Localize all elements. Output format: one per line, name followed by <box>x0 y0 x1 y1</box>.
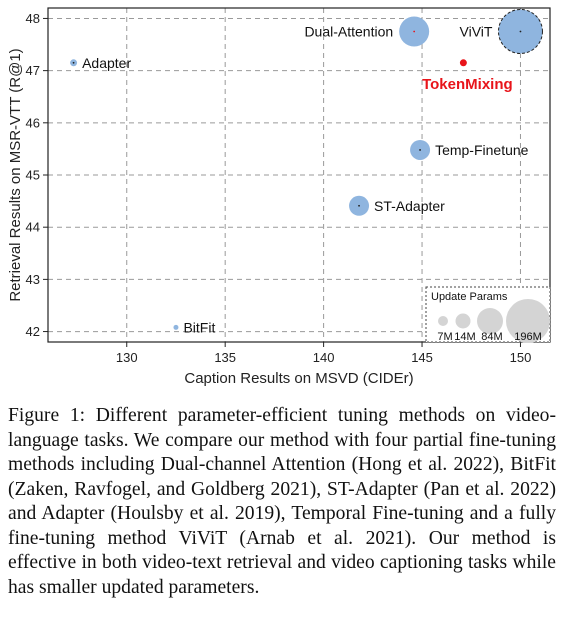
x-tick-label: 140 <box>313 350 335 365</box>
legend-marker <box>477 308 503 334</box>
y-tick-label: 44 <box>26 220 40 235</box>
y-tick-label: 42 <box>26 324 40 339</box>
y-tick-label: 43 <box>26 272 40 287</box>
point-center-dot <box>72 61 75 64</box>
y-tick-label: 48 <box>26 11 40 26</box>
point-label-adapter: Adapter <box>82 55 131 71</box>
point-label-temp-finetune: Temp-Finetune <box>435 142 529 158</box>
x-axis-title: Caption Results on MSVD (CIDEr) <box>184 370 413 387</box>
legend-label: 84M <box>481 331 502 343</box>
scatter-chart: 130 135 140 145 150 42 43 44 45 46 47 48 Caption Res… <box>7 7 551 387</box>
legend-label: 7M <box>437 331 452 343</box>
x-tick-label: 130 <box>116 350 138 365</box>
legend-marker <box>506 299 550 343</box>
y-tick-label: 45 <box>26 168 40 183</box>
legend-label: 196M <box>514 331 542 343</box>
legend-label: 14M <box>454 331 475 343</box>
x-tick-label: 135 <box>214 350 236 365</box>
point-center-dot <box>413 30 416 33</box>
point-tokenmixing <box>459 59 467 67</box>
point-label-st-adapter: ST-Adapter <box>374 198 445 214</box>
point-label-vivit: ViViT <box>460 23 493 39</box>
y-axis-title: Retrieval Results on MSR-VTT (R@1) <box>7 48 24 301</box>
point-center-dot <box>519 30 522 33</box>
legend-marker <box>438 316 448 326</box>
legend-title: Update Params <box>431 291 508 303</box>
point-bitfit <box>173 324 179 330</box>
figure-caption: Figure 1: Different parameter-efficient … <box>8 405 556 598</box>
point-center-dot <box>419 149 421 151</box>
point-label-tokenmixing: TokenMixing <box>422 76 513 93</box>
x-tick-label: 145 <box>411 350 433 365</box>
point-label-dual-attention: Dual-Attention <box>304 23 393 39</box>
point-label-bitfit: BitFit <box>183 319 215 335</box>
legend-marker <box>455 313 471 329</box>
y-tick-label: 46 <box>26 115 40 130</box>
x-tick-label: 150 <box>510 350 532 365</box>
y-tick-label: 47 <box>26 63 40 78</box>
point-center-dot <box>358 204 360 207</box>
